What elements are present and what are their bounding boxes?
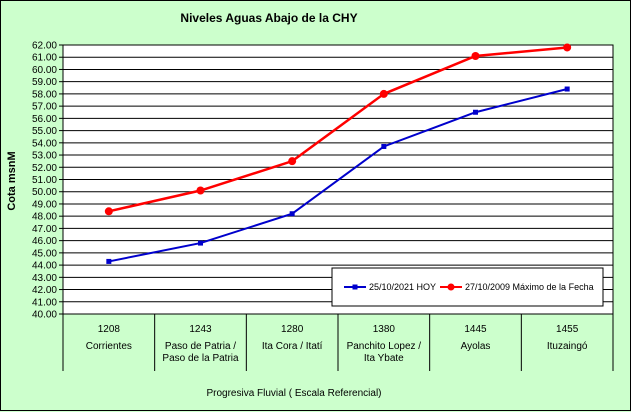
data-point <box>288 157 296 165</box>
category-name-label: Panchito Lopez / <box>347 341 422 352</box>
data-point <box>563 43 571 51</box>
category-name-label: Paso de Patria / <box>165 341 236 352</box>
y-tick-label: 47.00 <box>32 224 57 235</box>
category-name-label: Ituzaingó <box>547 341 588 352</box>
category-code-label: 1280 <box>281 324 304 335</box>
data-point <box>565 87 570 92</box>
legend-marker <box>353 285 358 290</box>
chart-title: Niveles Aguas Abajo de la CHY <box>180 11 357 25</box>
x-axis-label: Progresiva Fluvial ( Escala Referencial) <box>206 388 381 399</box>
category-code-label: 1445 <box>464 324 487 335</box>
y-tick-label: 62.00 <box>32 41 57 52</box>
category-code-label: 1208 <box>98 324 121 335</box>
y-tick-label: 52.00 <box>32 163 57 174</box>
y-tick-label: 55.00 <box>32 126 57 137</box>
y-tick-label: 49.00 <box>32 199 57 210</box>
y-tick-label: 54.00 <box>32 138 57 149</box>
y-tick-label: 57.00 <box>32 102 57 113</box>
y-tick-label: 43.00 <box>32 273 57 284</box>
legend-label: 25/10/2021 HOY <box>369 282 436 292</box>
y-tick-label: 61.00 <box>32 53 57 64</box>
data-point <box>472 52 480 60</box>
data-point <box>198 241 203 246</box>
y-tick-label: 59.00 <box>32 77 57 88</box>
data-point <box>473 110 478 115</box>
y-axis-label: Cota msnM <box>6 151 18 210</box>
y-tick-label: 42.00 <box>32 285 57 296</box>
category-name-label: Ayolas <box>461 341 491 352</box>
legend-marker <box>448 284 455 291</box>
y-tick-label: 45.00 <box>32 248 57 259</box>
category-code-label: 1243 <box>189 324 212 335</box>
data-point <box>106 259 111 264</box>
y-tick-label: 40.00 <box>32 310 57 321</box>
category-name-label: Paso de la Patria <box>162 353 239 364</box>
data-point <box>381 144 386 149</box>
data-point <box>197 187 205 195</box>
category-name-label: Ita Ybate <box>364 353 404 364</box>
data-point <box>380 90 388 98</box>
category-name-label: Ita Cora / Itatí <box>262 341 323 352</box>
y-tick-label: 50.00 <box>32 187 57 198</box>
y-tick-label: 60.00 <box>32 65 57 76</box>
category-name-label: Corrientes <box>86 341 132 352</box>
category-code-label: 1380 <box>373 324 396 335</box>
y-tick-label: 56.00 <box>32 114 57 125</box>
data-point <box>290 211 295 216</box>
legend-label: 27/10/2009 Máximo de la Fecha <box>465 282 594 292</box>
y-tick-label: 44.00 <box>32 261 57 272</box>
y-tick-label: 51.00 <box>32 175 57 186</box>
y-tick-label: 46.00 <box>32 236 57 247</box>
y-tick-label: 53.00 <box>32 151 57 162</box>
category-code-label: 1455 <box>556 324 579 335</box>
y-tick-label: 48.00 <box>32 212 57 223</box>
legend: 25/10/2021 HOY 27/10/2009 Máximo de la Fe… <box>332 268 603 306</box>
y-tick-label: 58.00 <box>32 89 57 100</box>
data-point <box>105 207 113 215</box>
y-tick-label: 41.00 <box>32 297 57 308</box>
